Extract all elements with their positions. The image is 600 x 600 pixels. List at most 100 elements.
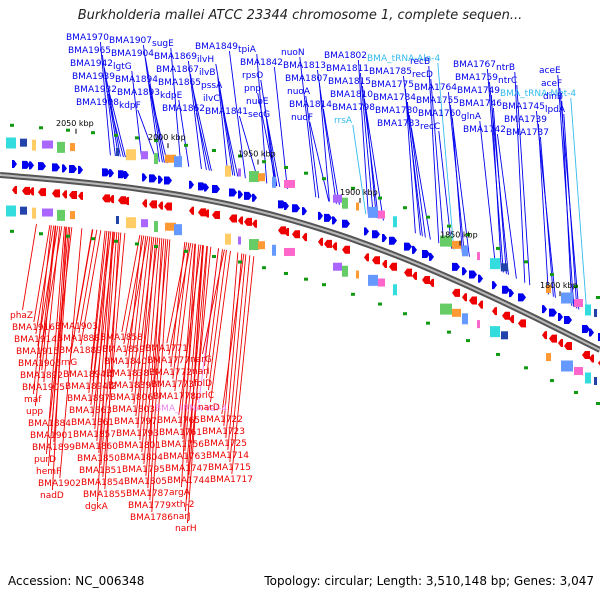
- bottom-gene-label[interactable]: BMA1772: [149, 368, 192, 378]
- bottom-gene-label[interactable]: folD: [194, 379, 212, 389]
- bottom-gene-label[interactable]: maf: [24, 395, 42, 405]
- bottom-gene-label[interactable]: BMA1763: [163, 452, 206, 462]
- top-gene-label[interactable]: BMA1908: [76, 98, 119, 108]
- top-gene-label[interactable]: BMA1841: [205, 107, 248, 117]
- bottom-gene-label[interactable]: prlC: [196, 391, 214, 401]
- bottom-gene-label[interactable]: BMA1771: [145, 344, 188, 354]
- top-gene-label[interactable]: BMA1749: [457, 86, 500, 96]
- bottom-gene-label[interactable]: BMA_tRNA-Val-4: [155, 404, 228, 414]
- top-gene-label[interactable]: ntrC: [498, 76, 517, 86]
- bottom-gene-label[interactable]: narJ: [173, 512, 191, 522]
- top-gene-label[interactable]: BMA1775: [371, 80, 414, 90]
- top-gene-label[interactable]: ilvB: [199, 68, 216, 78]
- bottom-gene-label[interactable]: BMA1840: [104, 357, 147, 367]
- bottom-gene-label[interactable]: BMA1915: [16, 347, 59, 357]
- top-gene-label[interactable]: BMA1893: [117, 88, 160, 98]
- bottom-gene-label[interactable]: BMA1888: [57, 334, 100, 344]
- top-gene-label[interactable]: ntrB: [496, 63, 515, 73]
- top-gene-label[interactable]: rpsO: [242, 71, 263, 81]
- top-gene-label[interactable]: BMA1783: [377, 119, 420, 129]
- top-gene-label[interactable]: BMA1802: [324, 51, 367, 61]
- bottom-gene-label[interactable]: BMA1778: [153, 392, 196, 402]
- bottom-gene-label[interactable]: BMA1761: [159, 428, 202, 438]
- bottom-gene-label[interactable]: narI: [192, 367, 210, 377]
- top-gene-label[interactable]: ilvC: [203, 94, 220, 104]
- top-gene-label[interactable]: nuoN: [281, 48, 305, 58]
- top-gene-label[interactable]: BMA1932: [74, 85, 117, 95]
- bottom-gene-label[interactable]: BMA1914: [14, 335, 57, 345]
- bottom-gene-label[interactable]: dgkA: [85, 502, 109, 512]
- top-gene-label[interactable]: aceF: [541, 79, 562, 89]
- top-gene-label[interactable]: BMA1869: [154, 52, 197, 62]
- top-gene-label[interactable]: lgtG: [113, 62, 132, 72]
- bottom-gene-label[interactable]: BMA1722: [200, 415, 243, 425]
- top-gene-label[interactable]: BMA1759: [455, 73, 498, 83]
- top-gene-label[interactable]: lpdA: [545, 105, 566, 115]
- top-gene-label[interactable]: BMA1842: [240, 58, 283, 68]
- top-gene-label[interactable]: BMA1746: [459, 99, 502, 109]
- top-gene-label[interactable]: BMA1814: [289, 100, 332, 110]
- bottom-gene-label[interactable]: BMA1715: [208, 463, 251, 473]
- bottom-gene-label[interactable]: upp: [26, 407, 43, 417]
- top-gene-label[interactable]: nuoA: [287, 87, 311, 97]
- top-gene-label[interactable]: dinB: [543, 92, 563, 102]
- bottom-gene-label[interactable]: xth-2: [171, 500, 195, 510]
- bottom-gene-label[interactable]: BMA1851: [79, 466, 122, 476]
- bottom-gene-label[interactable]: BMA1860: [75, 442, 118, 452]
- bottom-gene-label[interactable]: BMA1855: [83, 490, 126, 500]
- bottom-gene-label[interactable]: BMA1903: [55, 322, 98, 332]
- bottom-gene-label[interactable]: BMA1839: [108, 381, 151, 391]
- top-gene-label[interactable]: BMA1745: [502, 102, 545, 112]
- top-gene-label[interactable]: BMA1939: [72, 72, 115, 82]
- bottom-gene-label[interactable]: BMA1725: [204, 439, 247, 449]
- bottom-gene-label[interactable]: argA: [169, 488, 191, 498]
- bottom-gene-label[interactable]: narH: [175, 524, 197, 534]
- bottom-gene-label[interactable]: BMA1861: [71, 418, 114, 428]
- bottom-gene-label[interactable]: BMA1857: [73, 430, 116, 440]
- bottom-gene-label[interactable]: phaZ: [10, 311, 33, 321]
- bottom-gene-label[interactable]: BMA1863: [69, 406, 112, 416]
- top-gene-label[interactable]: nuoE: [246, 97, 269, 107]
- bottom-gene-label[interactable]: BMA1899: [32, 443, 75, 453]
- top-gene-label[interactable]: BMA_tRNA-Ala-4: [367, 54, 441, 64]
- bottom-gene-label[interactable]: BMA1854: [81, 478, 124, 488]
- bottom-gene-label[interactable]: BMA1795: [122, 465, 165, 475]
- bottom-gene-label[interactable]: BMA1793: [116, 429, 159, 439]
- top-gene-label[interactable]: ilvH: [197, 55, 214, 65]
- bottom-gene-label[interactable]: BMA1902: [38, 479, 81, 489]
- bottom-gene-label[interactable]: BMA1787: [126, 489, 169, 499]
- top-gene-label[interactable]: BMA1784: [373, 93, 416, 103]
- top-gene-label[interactable]: BMA1815: [328, 77, 371, 87]
- bottom-gene-label[interactable]: BMA1765: [157, 416, 200, 426]
- top-gene-label[interactable]: BMA1907: [109, 36, 152, 46]
- top-gene-label[interactable]: BMA1760: [418, 109, 461, 119]
- top-gene-label[interactable]: BMA1942: [70, 59, 113, 69]
- top-gene-label[interactable]: sugE: [152, 39, 174, 49]
- top-gene-label[interactable]: recB: [410, 57, 430, 67]
- top-gene-label[interactable]: BMA1813: [283, 61, 326, 71]
- bottom-gene-label[interactable]: BMA1894.2: [65, 382, 117, 392]
- top-gene-label[interactable]: rrsA: [334, 116, 353, 126]
- bottom-gene-label[interactable]: BMA1901: [30, 431, 73, 441]
- top-gene-label[interactable]: recD: [412, 70, 433, 80]
- top-gene-label[interactable]: BMA1798: [332, 103, 375, 113]
- top-gene-label[interactable]: kdpF: [119, 101, 141, 111]
- top-gene-label[interactable]: nuoF: [291, 113, 313, 123]
- bottom-gene-label[interactable]: BMA1714: [206, 451, 249, 461]
- bottom-gene-label[interactable]: BMA1797: [114, 417, 157, 427]
- bottom-gene-label[interactable]: BMA1723: [202, 427, 245, 437]
- bottom-gene-label[interactable]: BMA1894.1: [63, 370, 115, 380]
- top-gene-label[interactable]: kdpE: [160, 91, 183, 101]
- top-gene-label[interactable]: pnp: [244, 84, 261, 94]
- top-gene-label[interactable]: BMA1739: [504, 115, 547, 125]
- bottom-gene-label[interactable]: BMA1889: [59, 346, 102, 356]
- top-gene-label[interactable]: BMA1865: [158, 78, 201, 88]
- bottom-gene-label[interactable]: BMA1756: [161, 440, 204, 450]
- bottom-gene-label[interactable]: BMA1805: [124, 477, 167, 487]
- top-gene-label[interactable]: BMA1849: [195, 42, 238, 52]
- bottom-gene-label[interactable]: BMA1905: [22, 383, 65, 393]
- bottom-gene-label[interactable]: BMA1916: [12, 323, 55, 333]
- bottom-gene-label[interactable]: BMA1803: [112, 405, 155, 415]
- bottom-gene-label[interactable]: BMA1859: [102, 345, 145, 355]
